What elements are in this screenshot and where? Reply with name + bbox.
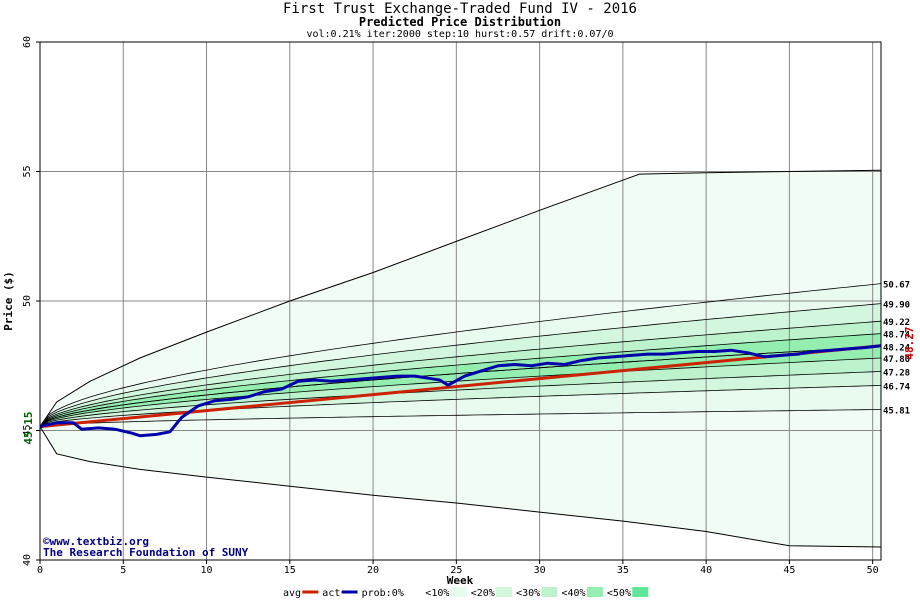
series-avg (39, 344, 882, 429)
x-tick-label-35: 35 (617, 565, 629, 576)
band-value-label-5: 48.24 (883, 344, 911, 354)
legend-label-5: <30% (516, 588, 540, 599)
x-tick-label-30: 30 (534, 565, 546, 576)
band-line-lower-3 (39, 371, 882, 427)
y-tick-label-55: 55 (22, 165, 33, 177)
band-value-label-4: 48.74 (883, 331, 911, 341)
watermark-org: The Research Foundation of SUNY (43, 546, 249, 559)
chart-subtitle: Predicted Price Distribution (359, 15, 561, 29)
band-value-label-2: 49.90 (883, 301, 910, 311)
legend-label-1: act (322, 588, 340, 599)
probability-bands (40, 170, 881, 547)
y-axis-label: Price ($) (2, 271, 15, 331)
envelope-upper (39, 169, 882, 427)
x-tick-label-0: 0 (37, 565, 43, 576)
legend-label-7: <50% (607, 588, 631, 599)
x-tick-label-45: 45 (783, 565, 795, 576)
band-line-upper-4 (39, 333, 882, 427)
x-tick-label-15: 15 (284, 565, 296, 576)
axes: 0 5 10 15 20 25 30 35 40 45 50 40 45 50 55 60 (22, 36, 879, 576)
legend-label-0: avg (283, 588, 301, 599)
band-value-label-9: 45.81 (883, 407, 910, 417)
band-line-lower-4 (39, 357, 882, 427)
series-act (39, 344, 882, 438)
band-line-upper-1 (39, 283, 882, 427)
series-lines (39, 344, 882, 438)
x-tick-label-5: 5 (120, 565, 126, 576)
legend-swatch-5 (541, 587, 558, 597)
legend-label-2: prob:0% (362, 588, 404, 599)
legend: avg act prob:0% <10% <20% <30% <40% <50% (283, 587, 649, 599)
start-price-label: 45.15 (22, 411, 35, 444)
band-value-label-6: 47.80 (883, 355, 910, 365)
band-value-label-1: 50.67 (883, 281, 910, 291)
legend-label-3: <10% (425, 588, 449, 599)
band-line-lower-5 (39, 346, 882, 427)
band-line-upper-2 (39, 303, 882, 427)
legend-label-4: <20% (471, 588, 495, 599)
legend-swatch-2 (405, 587, 422, 597)
y-tick-label-60: 60 (22, 36, 33, 48)
x-axis-label: Week (447, 574, 474, 587)
legend-swatch-4 (496, 587, 513, 597)
band-4 (40, 333, 881, 427)
legend-swatch-6 (586, 587, 603, 597)
band-value-label-8: 46.74 (883, 382, 911, 392)
chart-title: First Trust Exchange-Traded Fund IV - 20… (283, 1, 637, 17)
band-line-upper-3 (39, 320, 882, 427)
x-tick-label-50: 50 (867, 565, 879, 576)
y-tick-label-50: 50 (22, 295, 33, 307)
x-tick-label-25: 25 (450, 565, 462, 576)
x-tick-label-20: 20 (367, 565, 379, 576)
y-tick-label-40: 40 (22, 554, 33, 566)
y-tick-label-45: 45 (22, 424, 33, 436)
band-value-label-3: 49.22 (883, 318, 910, 328)
chart-params: vol:0.21% iter:2000 step:10 hurst:0.57 d… (306, 29, 613, 40)
legend-label-6: <40% (562, 588, 586, 599)
last-actual-label: 48.27 (903, 326, 916, 359)
legend-swatch-7 (632, 587, 649, 597)
band-value-label-7: 47.28 (883, 368, 910, 378)
legend-swatch-3 (450, 587, 467, 597)
x-tick-label-10: 10 (201, 565, 213, 576)
x-tick-label-40: 40 (700, 565, 712, 576)
watermark-url: ©www.textbiz.org (43, 535, 149, 548)
envelope-lower (39, 426, 882, 548)
